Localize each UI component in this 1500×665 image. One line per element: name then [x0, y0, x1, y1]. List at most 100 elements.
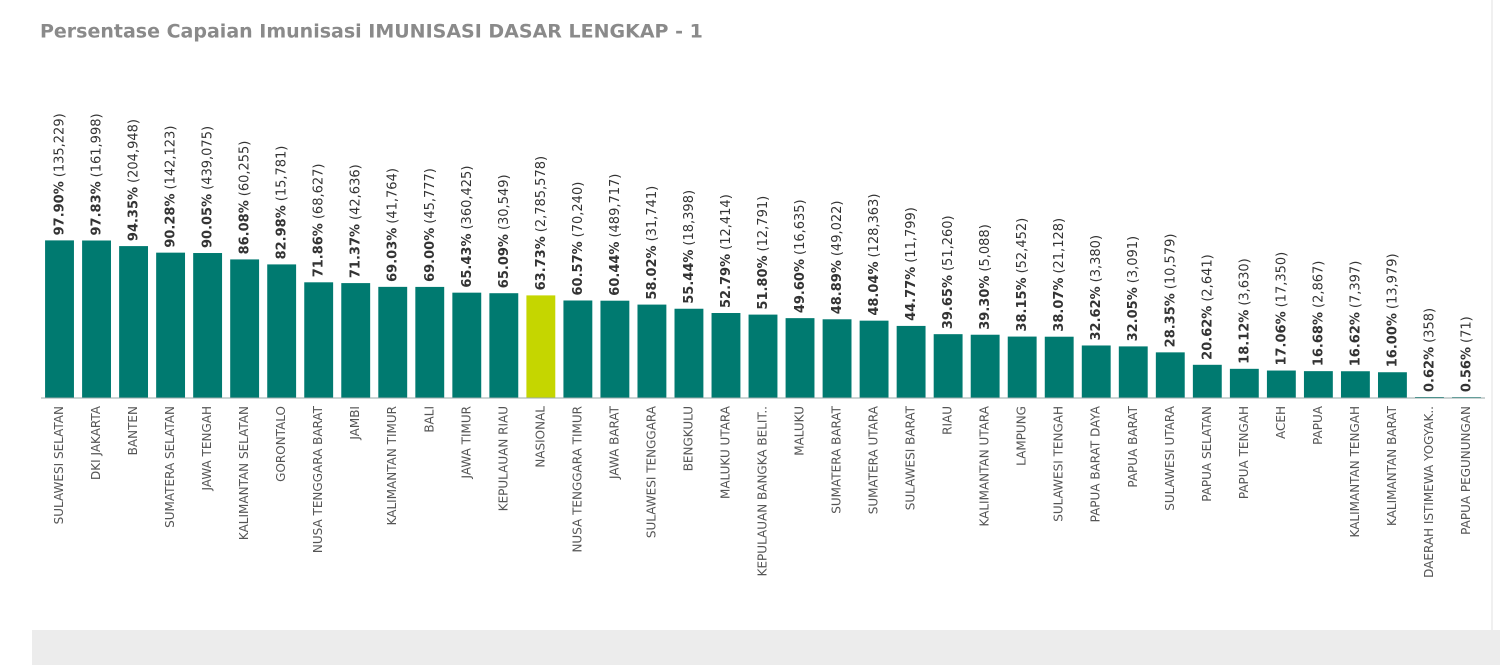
value-label: 48.04%	[867, 261, 882, 315]
x-tick-label: NUSA TENGGARA TIMUR	[570, 406, 584, 553]
value-label: 48.89%	[830, 260, 845, 314]
bar	[1155, 352, 1185, 398]
count-label: (128,363)	[867, 194, 882, 258]
data-label: 71.37% (42,636)	[348, 164, 363, 278]
value-label: 44.77%	[904, 267, 919, 321]
x-tick-label: MALUKU	[793, 406, 807, 456]
data-label: 0.56% (71)	[1459, 316, 1474, 392]
data-label: 63.73% (2,785,578)	[533, 156, 548, 290]
x-tick-label: KEPULAUAN RIAU	[496, 406, 510, 511]
x-tick-label: MALUKU UTARA	[718, 405, 732, 499]
data-label: 20.62% (2,641)	[1200, 254, 1215, 360]
bar	[1266, 370, 1296, 398]
bar	[711, 313, 741, 398]
value-label: 38.15%	[1015, 277, 1030, 331]
count-label: (135,229)	[52, 113, 67, 177]
bar	[378, 286, 408, 398]
bar	[1044, 336, 1074, 398]
count-label: (31,741)	[644, 186, 659, 242]
x-tick-label: RIAU	[941, 406, 955, 435]
value-label: 16.00%	[1385, 313, 1400, 367]
bar	[933, 334, 963, 398]
bar	[341, 283, 371, 398]
data-label: 18.12% (3,630)	[1237, 258, 1252, 364]
bar	[970, 334, 1000, 398]
bar	[489, 293, 519, 398]
x-tick-label: KALIMANTAN TENGAH	[1348, 406, 1362, 537]
bar	[1118, 346, 1148, 398]
bar	[1192, 364, 1222, 398]
x-tick-label: PAPUA PEGUNUNGAN	[1459, 406, 1473, 535]
count-label: (5,088)	[978, 224, 993, 271]
x-tick-label: NUSA TENGGARA BARAT	[311, 405, 325, 553]
count-label: (51,260)	[941, 215, 956, 271]
bar	[1303, 371, 1333, 398]
count-label: (360,425)	[459, 166, 474, 230]
count-label: (10,579)	[1163, 234, 1178, 290]
value-label: 0.56%	[1459, 347, 1474, 392]
data-label: 17.06% (17,350)	[1274, 252, 1289, 366]
x-tick-label: JAMBI	[348, 406, 362, 441]
data-label: 32.62% (3,380)	[1089, 235, 1104, 341]
data-label: 60.44% (489,717)	[607, 174, 622, 296]
count-label: (7,397)	[1348, 261, 1363, 308]
count-label: (17,350)	[1274, 252, 1289, 308]
bar	[267, 264, 297, 398]
x-tick-label: PAPUA BARAT	[1126, 405, 1140, 487]
x-tick-label: SUMATERA UTARA	[867, 405, 881, 514]
count-label: (71)	[1459, 316, 1474, 343]
count-label: (12,791)	[756, 196, 771, 252]
data-label: 39.65% (51,260)	[941, 215, 956, 329]
data-label: 16.62% (7,397)	[1348, 261, 1363, 367]
value-label: 86.08%	[237, 200, 252, 254]
count-label: (70,240)	[570, 182, 585, 238]
bar	[1377, 372, 1407, 398]
data-label: 0.62% (358)	[1422, 308, 1437, 392]
x-tick-label: GORONTALO	[274, 406, 288, 482]
count-label: (142,123)	[163, 126, 178, 190]
bar	[156, 252, 186, 398]
data-label: 39.30% (5,088)	[978, 224, 993, 330]
x-tick-label: JAWA TIMUR	[459, 406, 473, 479]
value-label: 39.65%	[941, 275, 956, 329]
bar	[1081, 345, 1111, 398]
value-label: 52.79%	[718, 254, 733, 308]
count-label: (3,380)	[1089, 235, 1104, 282]
count-label: (161,998)	[89, 113, 104, 177]
value-label: 69.03%	[385, 228, 400, 282]
x-tick-label: PAPUA TENGAH	[1237, 406, 1251, 499]
bar	[82, 240, 111, 398]
data-label: 51.80% (12,791)	[756, 196, 771, 310]
value-label: 63.73%	[533, 236, 548, 290]
data-label: 90.28% (142,123)	[163, 126, 178, 248]
x-tick-label: SULAWESI TENGGARA	[644, 405, 658, 538]
count-label: (16,635)	[793, 199, 808, 255]
x-tick-label: KALIMANTAN SELATAN	[237, 406, 251, 540]
count-label: (68,627)	[311, 164, 326, 220]
bar	[859, 320, 889, 398]
count-label: (42,636)	[348, 164, 363, 220]
count-label: (49,022)	[830, 200, 845, 256]
bar	[119, 246, 149, 398]
value-label: 16.68%	[1311, 312, 1326, 366]
bar	[822, 319, 852, 398]
data-label: 55.44% (18,398)	[681, 190, 696, 304]
value-label: 65.09%	[496, 234, 511, 288]
bar	[600, 300, 630, 398]
count-label: (3,091)	[1126, 236, 1141, 283]
count-label: (3,630)	[1237, 258, 1252, 305]
data-label: 90.05% (439,075)	[200, 126, 215, 248]
x-tick-label: JAWA BARAT	[607, 405, 621, 480]
count-label: (13,979)	[1385, 253, 1400, 309]
bar	[674, 308, 704, 398]
x-tick-label: ACEH	[1274, 406, 1288, 439]
value-label: 32.62%	[1089, 286, 1104, 340]
value-label: 58.02%	[644, 245, 659, 299]
count-label: (2,641)	[1200, 254, 1215, 301]
value-label: 90.28%	[163, 193, 178, 247]
bar	[304, 282, 334, 398]
data-label: 28.35% (10,579)	[1163, 234, 1178, 348]
x-tick-label: DAERAH ISTIMEWA YOGYAK..	[1422, 406, 1436, 578]
